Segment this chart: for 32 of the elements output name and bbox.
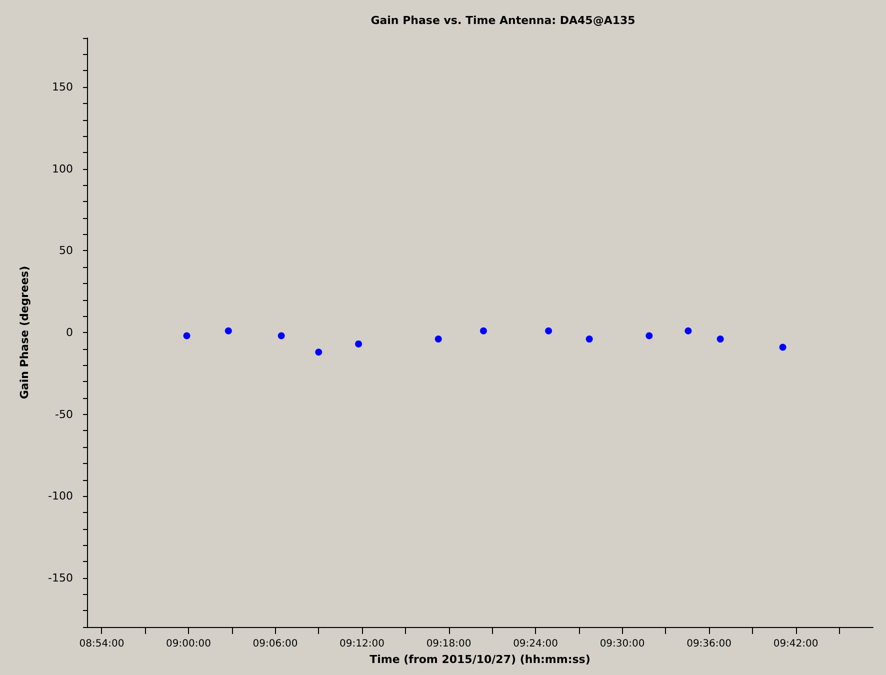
y-tick-label: 50 [59, 244, 73, 258]
y-tick-label: -50 [55, 408, 73, 421]
x-tick-label: 09:24:00 [513, 638, 558, 650]
point [278, 332, 285, 340]
x-tick-label: 09:42:00 [773, 638, 818, 650]
point [646, 332, 653, 340]
point [779, 344, 786, 351]
point [684, 327, 692, 334]
x-tick-label: 08:54:00 [79, 638, 124, 650]
x-tick-label: 09:12:00 [340, 638, 384, 650]
y-tick-label: -150 [48, 571, 73, 584]
x-axis-title: Time (from 2015/10/27) (hh:mm:ss) [370, 653, 590, 666]
point [480, 327, 487, 334]
y-tick-label: -100 [48, 490, 73, 503]
point [716, 336, 724, 343]
point [355, 340, 362, 348]
point [224, 327, 232, 334]
y-axis-title: Gain Phase (degrees) [18, 266, 31, 400]
point [545, 327, 552, 334]
point [315, 348, 322, 356]
point [586, 336, 593, 343]
y-tick-label: 100 [52, 162, 73, 176]
y-tick-label: 150 [52, 80, 73, 94]
x-tick-label: 09:00:00 [166, 638, 211, 650]
x-tick-label: 09:30:00 [600, 638, 645, 650]
point [434, 336, 442, 343]
point [183, 332, 190, 340]
chart-title: Gain Phase vs. Time Antenna: DA45@A135 [370, 14, 636, 27]
y-tick-label: 0 [66, 326, 73, 339]
x-tick-label: 09:18:00 [426, 638, 472, 650]
x-tick-label: 09:36:00 [686, 638, 732, 650]
x-tick-label: 09:06:00 [252, 638, 298, 650]
